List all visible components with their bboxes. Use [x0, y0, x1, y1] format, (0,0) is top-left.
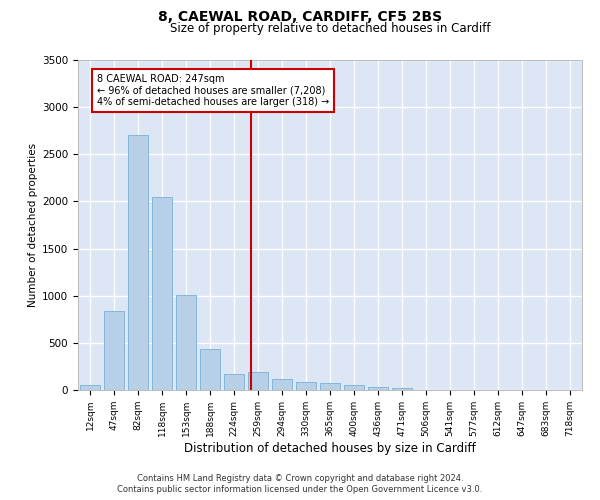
Bar	[272, 378, 292, 390]
Bar	[320, 384, 340, 390]
Bar	[248, 372, 268, 390]
Bar	[200, 350, 220, 390]
Text: Contains HM Land Registry data © Crown copyright and database right 2024.
Contai: Contains HM Land Registry data © Crown c…	[118, 474, 482, 494]
X-axis label: Distribution of detached houses by size in Cardiff: Distribution of detached houses by size …	[184, 442, 476, 454]
Text: 8 CAEWAL ROAD: 247sqm
← 96% of detached houses are smaller (7,208)
4% of semi-de: 8 CAEWAL ROAD: 247sqm ← 96% of detached …	[97, 74, 329, 108]
Text: 8, CAEWAL ROAD, CARDIFF, CF5 2BS: 8, CAEWAL ROAD, CARDIFF, CF5 2BS	[158, 10, 442, 24]
Bar	[152, 196, 172, 390]
Y-axis label: Number of detached properties: Number of detached properties	[28, 143, 38, 307]
Bar	[392, 388, 412, 390]
Bar	[368, 387, 388, 390]
Bar	[80, 386, 100, 390]
Bar	[176, 295, 196, 390]
Title: Size of property relative to detached houses in Cardiff: Size of property relative to detached ho…	[170, 22, 490, 35]
Bar	[344, 386, 364, 390]
Bar	[296, 382, 316, 390]
Bar	[224, 374, 244, 390]
Bar	[128, 136, 148, 390]
Bar	[104, 311, 124, 390]
